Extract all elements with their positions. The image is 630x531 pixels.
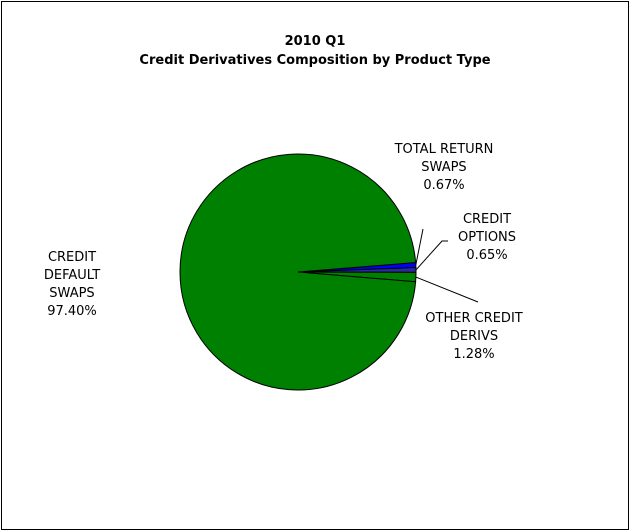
slice-name-label-3: DEFAULT (44, 268, 100, 283)
leader-line-0 (415, 228, 424, 266)
slice-name-label-3: SWAPS (49, 286, 94, 301)
chart-title: 2010 Q1 (285, 34, 346, 49)
slice-labels: TOTAL RETURN SWAPS 0.67% CREDIT OPTIONS 0.65%… (44, 142, 523, 362)
slice-value-label-2: 1.28% (453, 347, 494, 362)
slice-name-label-2: DERIVS (450, 329, 498, 344)
slice-value-label-0: 0.67% (423, 178, 464, 193)
slice-name-label-3: CREDIT (48, 250, 96, 265)
slice-value-label-3: 97.40% (47, 304, 97, 319)
pie-slices (179, 153, 417, 391)
leader-lines (415, 228, 479, 303)
chart-subtitle: Credit Derivatives Composition by Produc… (139, 53, 490, 68)
slice-name-label-0: TOTAL RETURN (394, 142, 494, 157)
leader-line-1 (415, 240, 448, 271)
slice-name-label-1: CREDIT (463, 212, 511, 227)
leader-line-2 (415, 276, 479, 303)
slice-name-label-0: SWAPS (421, 160, 466, 175)
slice-name-label-2: OTHER CREDIT (425, 311, 522, 326)
slice-value-label-1: 0.65% (466, 248, 507, 263)
pie-slice-3 (179, 153, 417, 391)
slice-name-label-1: OPTIONS (458, 230, 516, 245)
